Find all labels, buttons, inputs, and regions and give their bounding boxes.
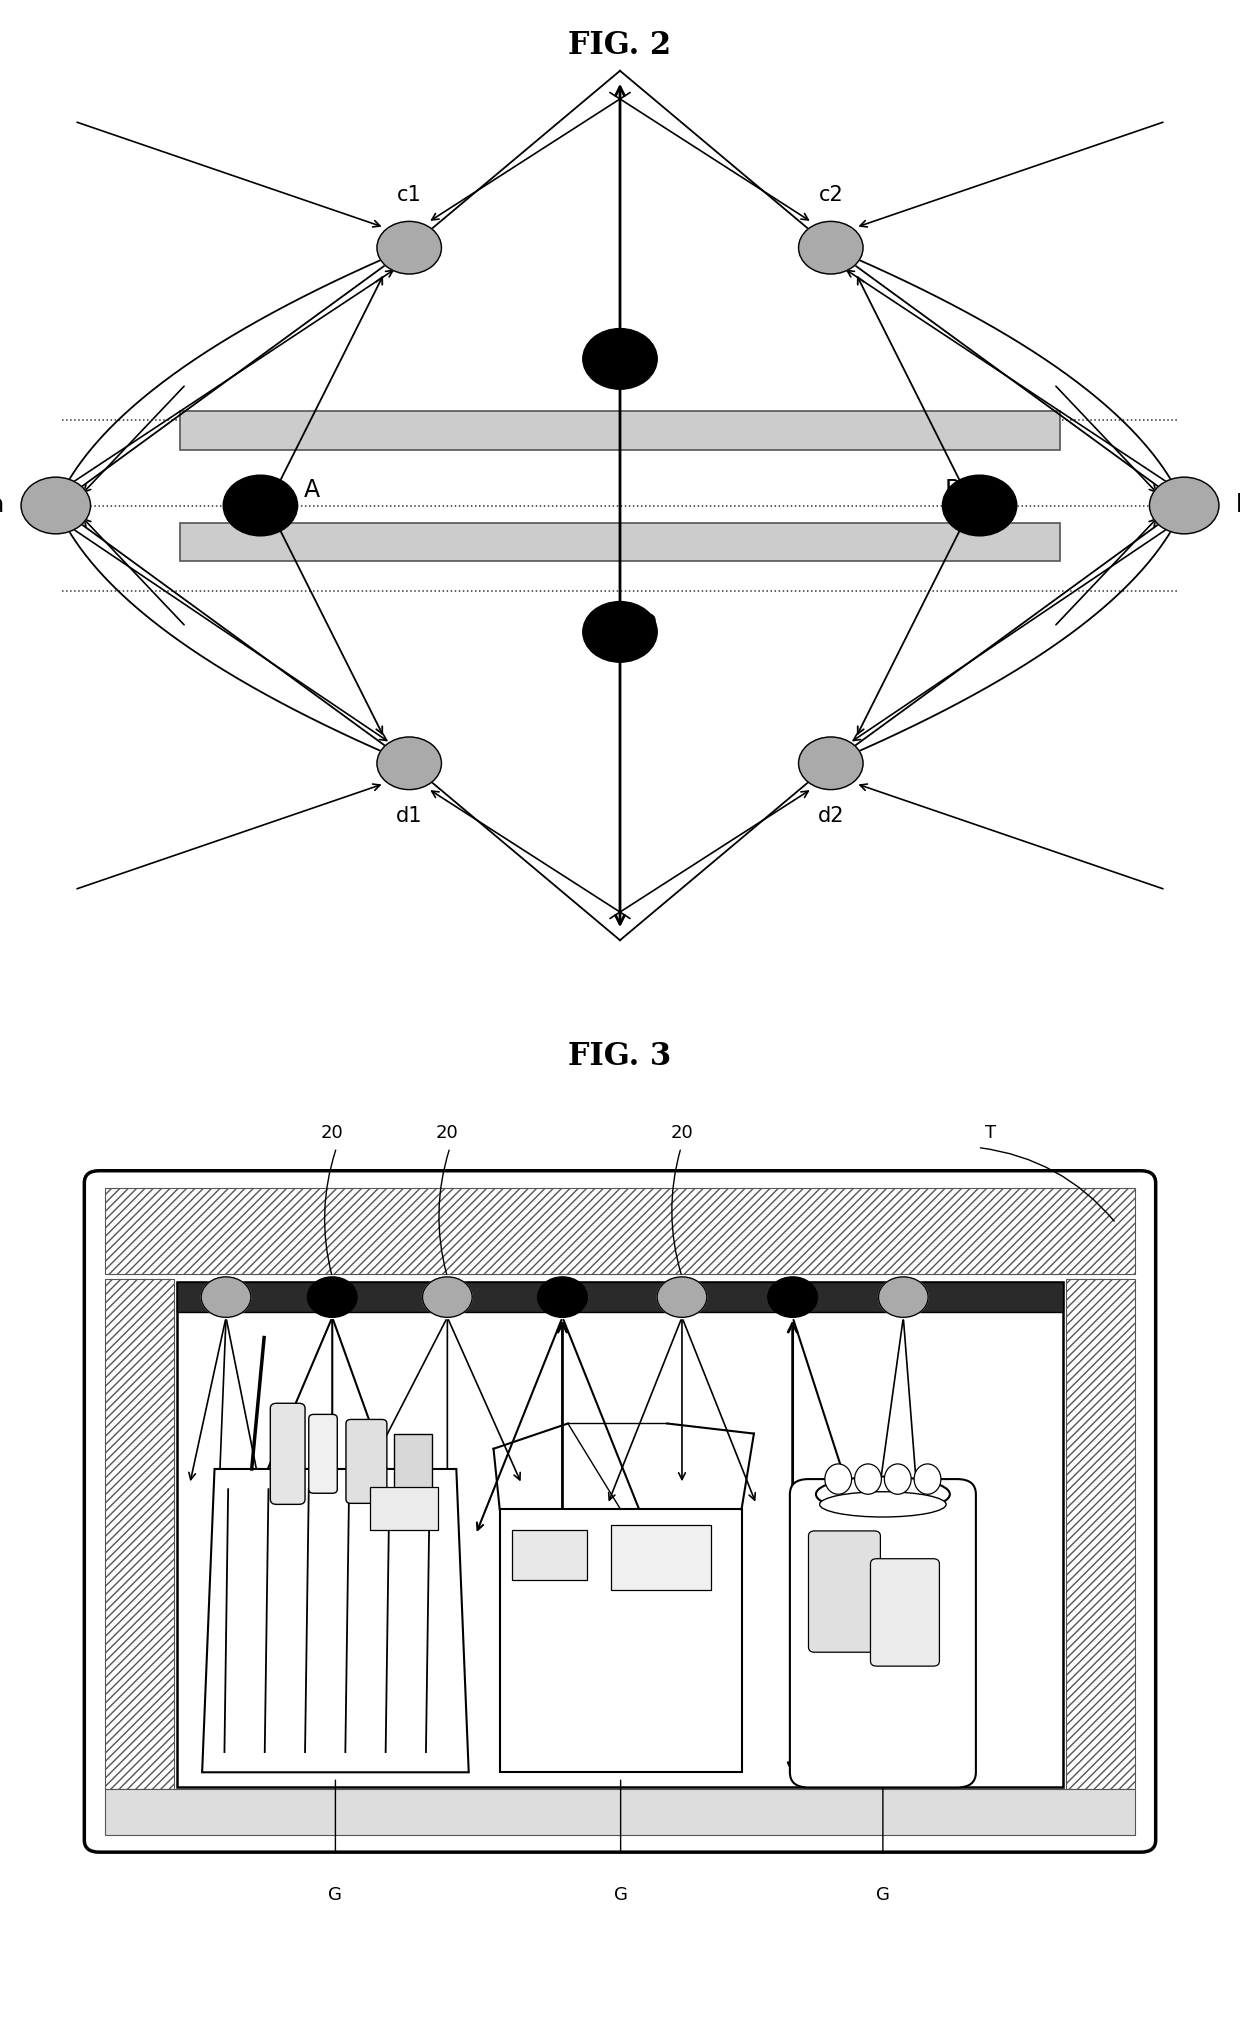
Ellipse shape [820, 1492, 946, 1516]
Ellipse shape [854, 1464, 882, 1494]
Text: T: T [985, 1124, 996, 1142]
Polygon shape [202, 1468, 469, 1771]
FancyBboxPatch shape [346, 1419, 387, 1504]
FancyBboxPatch shape [105, 1278, 174, 1789]
Text: b: b [1236, 493, 1240, 518]
FancyBboxPatch shape [611, 1525, 711, 1589]
FancyBboxPatch shape [370, 1488, 438, 1531]
Ellipse shape [825, 1464, 852, 1494]
Text: d2: d2 [817, 807, 844, 825]
Text: 20: 20 [671, 1124, 693, 1142]
Circle shape [377, 220, 441, 275]
FancyBboxPatch shape [309, 1415, 337, 1492]
Text: G: G [329, 1885, 342, 1903]
Circle shape [21, 477, 91, 534]
FancyBboxPatch shape [1066, 1278, 1135, 1789]
Circle shape [878, 1278, 928, 1318]
Text: 20: 20 [436, 1124, 459, 1142]
Text: B: B [945, 479, 961, 501]
Text: G: G [614, 1885, 627, 1903]
Text: G: G [875, 1885, 890, 1903]
Circle shape [377, 738, 441, 791]
Text: a: a [0, 493, 4, 518]
Circle shape [538, 1278, 588, 1318]
Circle shape [423, 1278, 472, 1318]
Circle shape [1149, 477, 1219, 534]
FancyBboxPatch shape [500, 1508, 742, 1771]
FancyBboxPatch shape [180, 522, 1060, 562]
Circle shape [799, 738, 863, 791]
Circle shape [942, 475, 1017, 536]
FancyBboxPatch shape [512, 1531, 587, 1581]
Text: c2: c2 [818, 186, 843, 206]
FancyBboxPatch shape [105, 1187, 1135, 1274]
Ellipse shape [914, 1464, 941, 1494]
FancyBboxPatch shape [394, 1434, 432, 1494]
Circle shape [583, 330, 657, 388]
Ellipse shape [884, 1464, 911, 1494]
Text: D: D [639, 613, 657, 635]
Text: 20: 20 [321, 1124, 343, 1142]
FancyBboxPatch shape [870, 1559, 940, 1666]
Circle shape [223, 475, 298, 536]
FancyBboxPatch shape [270, 1403, 305, 1504]
FancyBboxPatch shape [177, 1282, 1063, 1787]
Text: FIG. 2: FIG. 2 [568, 30, 672, 61]
Text: C: C [639, 352, 655, 376]
FancyBboxPatch shape [105, 1789, 1135, 1836]
Text: c1: c1 [397, 186, 422, 206]
FancyBboxPatch shape [180, 412, 1060, 451]
Text: d1: d1 [396, 807, 423, 825]
Circle shape [657, 1278, 707, 1318]
FancyBboxPatch shape [177, 1282, 1063, 1312]
Ellipse shape [816, 1476, 950, 1512]
Text: A: A [304, 479, 320, 501]
Circle shape [308, 1278, 357, 1318]
Circle shape [799, 220, 863, 275]
Circle shape [201, 1278, 250, 1318]
Text: FIG. 3: FIG. 3 [568, 1041, 672, 1072]
FancyBboxPatch shape [790, 1480, 976, 1787]
Circle shape [768, 1278, 817, 1318]
FancyBboxPatch shape [84, 1171, 1156, 1852]
Circle shape [583, 603, 657, 663]
FancyBboxPatch shape [808, 1531, 880, 1652]
